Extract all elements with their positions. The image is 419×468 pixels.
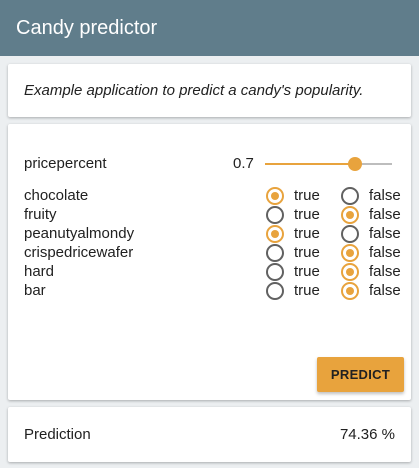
feature-list: chocolate true false fruity true false peanuty… (24, 186, 395, 300)
pricepercent-slider[interactable] (265, 163, 392, 165)
radio-label-false: false (369, 243, 401, 262)
radio-label-false: false (369, 262, 401, 281)
slider-thumb[interactable] (348, 157, 362, 171)
prediction-value: 74.36 % (340, 426, 395, 443)
radio-crispedricewafer-true[interactable] (266, 244, 284, 262)
radio-bar-true[interactable] (266, 282, 284, 300)
radio-hard-true[interactable] (266, 263, 284, 281)
radio-hard-false[interactable] (341, 263, 359, 281)
slider-value: 0.7 (233, 154, 254, 174)
radio-chocolate-true[interactable] (266, 187, 284, 205)
app-title: Candy predictor (16, 17, 157, 40)
radio-label-false: false (369, 224, 401, 243)
description-text: Example application to predict a candy's… (24, 82, 363, 99)
slider-fill (265, 163, 355, 165)
feature-label: peanutyalmondy (24, 224, 134, 243)
radio-peanutyalmondy-false[interactable] (341, 225, 359, 243)
radio-label-true: true (294, 205, 320, 224)
description-card: Example application to predict a candy's… (8, 64, 411, 117)
radio-label-false: false (369, 186, 401, 205)
feature-row-peanutyalmondy: peanutyalmondy true false (24, 224, 395, 243)
feature-row-chocolate: chocolate true false (24, 186, 395, 205)
radio-label-true: true (294, 224, 320, 243)
feature-label: chocolate (24, 186, 88, 205)
feature-row-fruity: fruity true false (24, 205, 395, 224)
feature-label: crispedricewafer (24, 243, 133, 262)
prediction-label: Prediction (24, 426, 91, 443)
feature-row-hard: hard true false (24, 262, 395, 281)
radio-bar-false[interactable] (341, 282, 359, 300)
feature-label: fruity (24, 205, 57, 224)
slider-label: pricepercent (24, 154, 107, 174)
radio-label-true: true (294, 281, 320, 300)
feature-label: hard (24, 262, 54, 281)
pricepercent-slider-row: pricepercent 0.7 (24, 154, 395, 174)
result-card: Prediction 74.36 % (8, 407, 411, 462)
radio-fruity-true[interactable] (266, 206, 284, 224)
radio-crispedricewafer-false[interactable] (341, 244, 359, 262)
radio-label-true: true (294, 262, 320, 281)
radio-label-false: false (369, 281, 401, 300)
app-header: Candy predictor (0, 0, 419, 56)
feature-row-bar: bar true false (24, 281, 395, 300)
radio-chocolate-false[interactable] (341, 187, 359, 205)
form-card: pricepercent 0.7 chocolate true false fruit… (8, 124, 411, 400)
radio-label-true: true (294, 186, 320, 205)
radio-label-false: false (369, 205, 401, 224)
feature-row-crispedricewafer: crispedricewafer true false (24, 243, 395, 262)
radio-label-true: true (294, 243, 320, 262)
feature-label: bar (24, 281, 46, 300)
radio-fruity-false[interactable] (341, 206, 359, 224)
radio-peanutyalmondy-true[interactable] (266, 225, 284, 243)
predict-button[interactable]: PREDICT (317, 357, 404, 392)
